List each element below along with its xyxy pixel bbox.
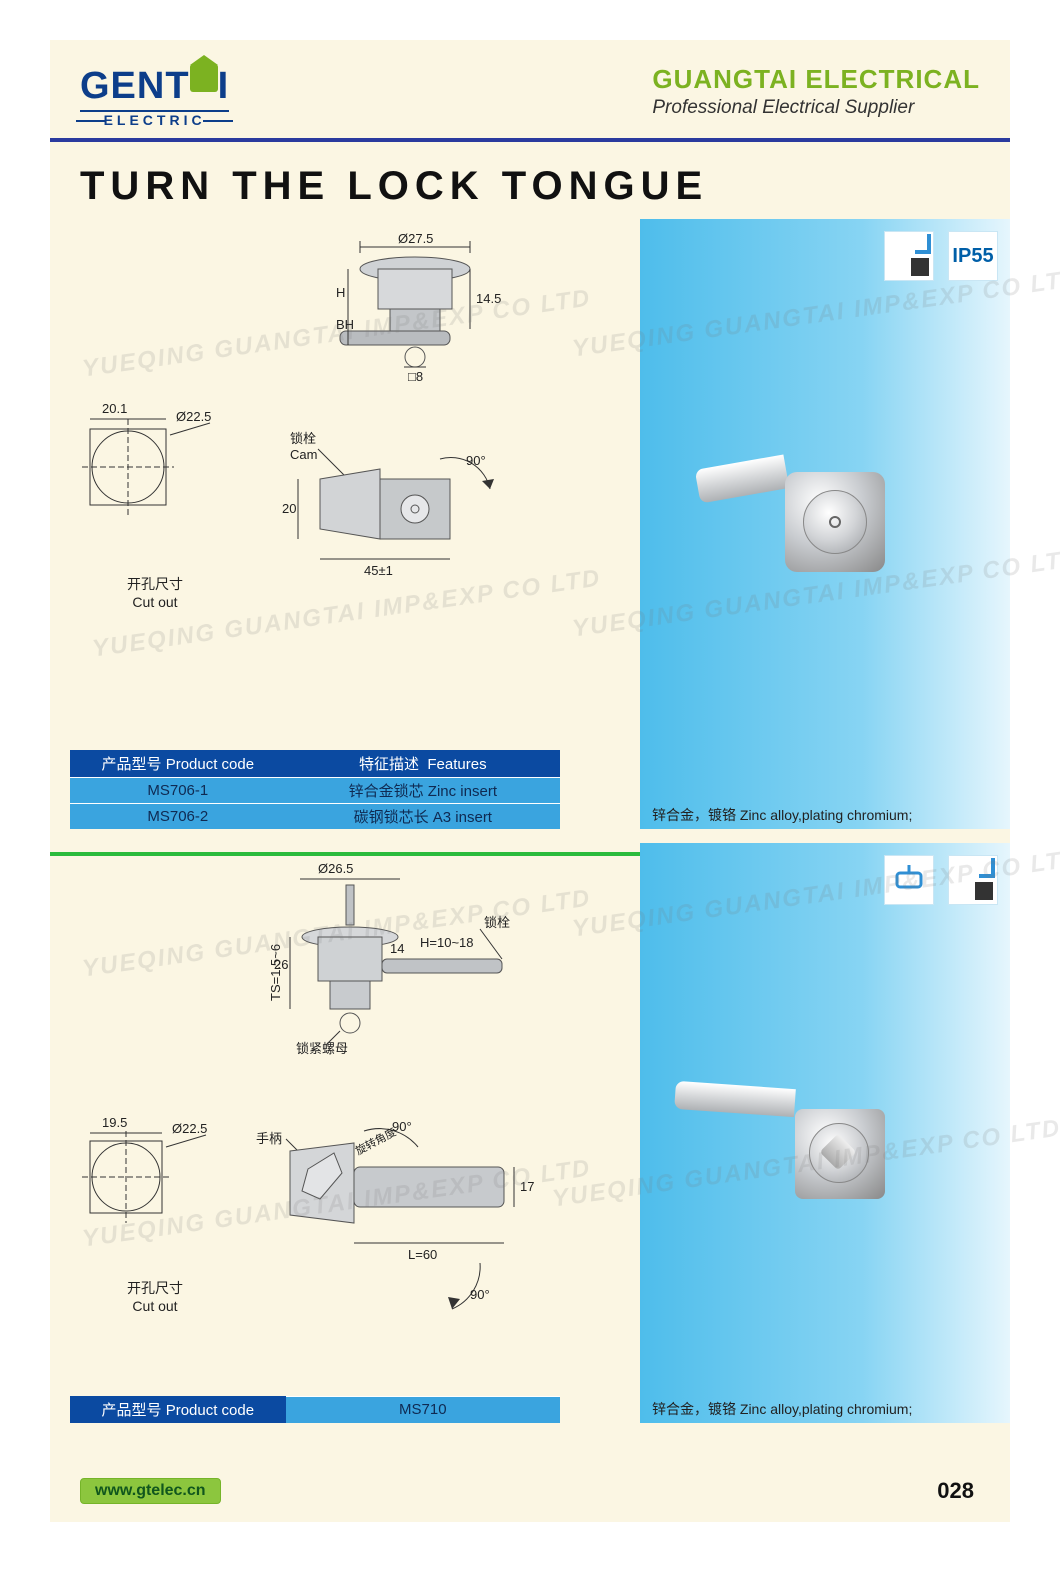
badge-knob-icon xyxy=(884,855,934,905)
cell-code: MS706-1 xyxy=(70,778,286,804)
spec-table-2: 产品型号 Product code MS710 xyxy=(70,1396,560,1424)
header-right: GUANGTAI ELECTRICAL Professional Electri… xyxy=(652,64,980,119)
drawings-2: Ø26.5 4 26 TS=1.5~6 14 H=10~18 锁栓 xyxy=(70,853,630,1353)
dim-top-dia: Ø27.5 xyxy=(398,231,433,246)
dim-cutout-w-2: 19.5 xyxy=(102,1115,127,1130)
table-row: MS706-1 锌合金锁芯 Zinc insert xyxy=(70,778,560,804)
material-note-2: 锌合金，镀铬 Zinc alloy,plating chromium; xyxy=(652,1399,912,1419)
dim-cutout-w: 20.1 xyxy=(102,401,127,416)
cell-code-2: MS710 xyxy=(286,1396,560,1423)
dim-arc: 90° xyxy=(466,453,486,468)
dim-inner-h: 14 xyxy=(390,941,404,956)
ip-rating-badge: IP55 xyxy=(948,231,998,281)
drawing-cutout-1: 20.1 Ø22.5 xyxy=(70,399,230,569)
product-photo-panel-1: IP55 锌合金，镀铬 Zinc alloy,plating chromium; xyxy=(640,219,1010,829)
page-title: TURN THE LOCK TONGUE xyxy=(80,164,1010,209)
cam-label-cn-2: 锁栓 xyxy=(484,915,510,930)
handle-label: 手柄 xyxy=(256,1131,282,1146)
spec-table-1: 产品型号 Product code 特征描述 Features MS706-1 … xyxy=(70,750,560,829)
logo-house-icon xyxy=(190,64,218,92)
dim-side-len: 45±1 xyxy=(364,563,393,578)
dim-length: L=60 xyxy=(408,1247,437,1262)
company-name: GUANGTAI ELECTRICAL xyxy=(652,64,980,95)
drawing-front-1: Ø27.5 □8 H BH 14.5 xyxy=(300,229,530,429)
cell-feat-en: Zinc insert xyxy=(428,783,497,800)
logo: GENT I ELECTRIC xyxy=(80,64,229,128)
drawing-front-2: Ø26.5 4 26 TS=1.5~6 14 H=10~18 锁栓 xyxy=(270,859,550,1079)
badge-row-2 xyxy=(884,855,998,905)
cell-feat-cn: 锌合金锁芯 xyxy=(349,783,424,800)
th-feat-en: Features xyxy=(427,756,486,773)
cell-code: MS706-2 xyxy=(70,804,286,830)
dim-h: H xyxy=(336,285,345,300)
nut-label: 锁紧螺母 xyxy=(296,1041,348,1056)
cell-feat-en: A3 insert xyxy=(433,809,492,826)
page-header: GENT I ELECTRIC GUANGTAI ELECTRICAL Profe… xyxy=(50,40,1010,142)
badge-row: IP55 xyxy=(884,231,998,281)
dim-ts: TS=1.5~6 xyxy=(268,944,283,1001)
dim-side-h-2: 17 xyxy=(520,1179,534,1194)
dim-bottom-angle: 90° xyxy=(470,1287,490,1302)
website-url: www.gtelec.cn xyxy=(80,1478,221,1504)
page-number: 028 xyxy=(937,1478,974,1504)
th-code-cn: 产品型号 xyxy=(102,756,162,773)
drawing-cutout-2: 19.5 Ø22.5 xyxy=(70,1113,230,1273)
cam-label-en: Cam xyxy=(290,447,317,462)
cam-label-cn: 锁栓 xyxy=(290,431,316,446)
material-note-1: 锌合金，镀铬 Zinc alloy,plating chromium; xyxy=(652,805,912,825)
product-photo-panel-2: 锌合金，镀铬 Zinc alloy,plating chromium; xyxy=(640,843,1010,1423)
th-feat-cn: 特征描述 xyxy=(359,756,419,773)
product-render-1 xyxy=(725,432,925,592)
logo-subtext: ELECTRIC xyxy=(80,110,229,128)
th2-code-en: Product code xyxy=(166,1402,254,1419)
th-code-en: Product code xyxy=(166,756,254,773)
dim-side-h: 20 xyxy=(282,501,296,516)
cutout-caption-cn-2: 开孔尺寸 xyxy=(70,1278,240,1298)
dim-top-dia-2: Ø26.5 xyxy=(318,861,353,876)
dim-hrange: H=10~18 xyxy=(420,935,474,950)
cell-feat-cn: 碳钢锁芯长 xyxy=(354,809,429,826)
table-row: MS706-2 碳钢锁芯长 A3 insert xyxy=(70,804,560,830)
product-section-2: 锌合金，镀铬 Zinc alloy,plating chromium; Ø26.… xyxy=(50,833,1010,1423)
arc-label: 旋转角度 xyxy=(353,1125,398,1158)
logo-text-right: I xyxy=(218,65,230,107)
company-tagline: Professional Electrical Supplier xyxy=(652,97,980,119)
drawing-side-2: 手柄 90° 旋转角度 17 L=60 90° xyxy=(250,1113,560,1353)
badge-shape-icon-2 xyxy=(948,855,998,905)
logo-text-left: GENT xyxy=(80,65,190,107)
badge-shape-icon xyxy=(884,231,934,281)
cutout-caption-en-2: Cut out xyxy=(70,1298,240,1314)
cutout-caption-en-1: Cut out xyxy=(70,594,240,610)
th2-code-cn: 产品型号 xyxy=(102,1402,162,1419)
catalog-page: GENT I ELECTRIC GUANGTAI ELECTRICAL Profe… xyxy=(50,40,1010,1522)
drawing-side-1: 锁栓 Cam 90° 20 45±1 xyxy=(260,429,540,629)
product-section-1: IP55 锌合金，镀铬 Zinc alloy,plating chromium;… xyxy=(50,209,1010,829)
dim-bh: BH xyxy=(336,317,354,332)
drawings-1: Ø27.5 □8 H BH 14.5 20.1 xyxy=(70,229,630,759)
dim-small-dia: □8 xyxy=(408,369,423,384)
product-render-2 xyxy=(725,1065,925,1225)
dim-cutout-dia: Ø22.5 xyxy=(176,409,211,424)
dim-cutout-dia-2: Ø22.5 xyxy=(172,1121,207,1136)
cutout-caption-cn-1: 开孔尺寸 xyxy=(70,574,240,594)
dim-sideh: 14.5 xyxy=(476,291,501,306)
